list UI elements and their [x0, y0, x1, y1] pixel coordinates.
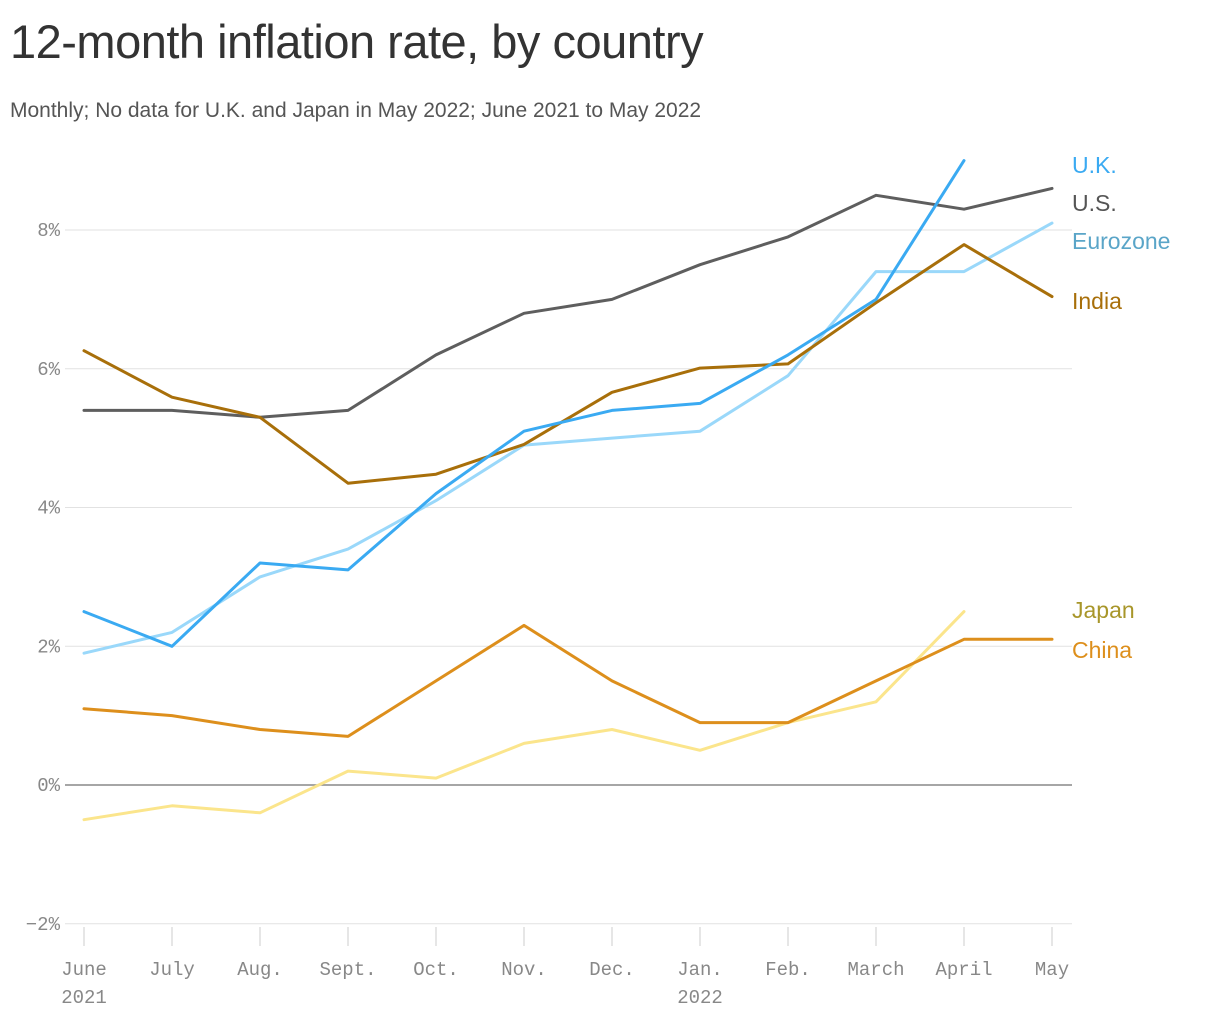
x-tick-label: Oct. — [413, 959, 459, 981]
series-line-eurozone — [82, 221, 1054, 655]
y-tick-label: 4% — [37, 498, 60, 520]
x-tick-year-label: 2021 — [61, 987, 107, 1009]
y-tick-label: 6% — [37, 359, 60, 381]
y-tick-label: −2% — [26, 914, 61, 936]
x-tick-label: July — [149, 959, 195, 981]
series-line-japan — [82, 610, 966, 822]
y-axis: −2% 0% 2% 4% 6% 8% — [26, 220, 61, 936]
series-line-china — [82, 623, 1054, 738]
x-tick-label: Nov. — [501, 959, 547, 981]
x-axis: June 2021 July Aug. Sept. Oct. Nov. Dec. Jan. 202… — [61, 927, 1069, 1009]
y-tick-label: 2% — [37, 636, 60, 658]
series-label-china: China — [1072, 637, 1132, 663]
x-tick-label: May — [1035, 959, 1069, 981]
y-tick-label: 0% — [37, 775, 60, 797]
series-label-japan: Japan — [1072, 597, 1135, 623]
chart-subtitle: Monthly; No data for U.K. and Japan in M… — [10, 99, 702, 122]
x-tick-label: Jan. — [677, 959, 723, 981]
x-tick-label: Aug. — [237, 959, 283, 981]
x-tick-label: April — [935, 959, 992, 981]
x-tick-label: March — [847, 959, 904, 981]
series-line-uk — [82, 159, 966, 648]
chart-title: 12-month inflation rate, by country — [10, 15, 704, 68]
gridlines — [65, 229, 1072, 925]
x-tick-label: Dec. — [589, 959, 635, 981]
y-tick-label: 8% — [37, 220, 60, 242]
series-lines — [82, 159, 1054, 822]
series-label-india: India — [1072, 288, 1122, 314]
series-line-us — [82, 186, 1054, 419]
x-tick-label: Sept. — [319, 959, 376, 981]
x-tick-label: Feb. — [765, 959, 811, 981]
series-label-eurozone: Eurozone — [1072, 228, 1170, 254]
x-tick-label: June — [61, 959, 107, 981]
series-label-us: U.S. — [1072, 190, 1117, 216]
x-tick-year-label: 2022 — [677, 987, 723, 1009]
series-label-uk: U.K. — [1072, 152, 1117, 178]
series-labels: U.S. Eurozone India U.K. Japan China — [1072, 152, 1170, 663]
series-line-india — [82, 243, 1054, 485]
